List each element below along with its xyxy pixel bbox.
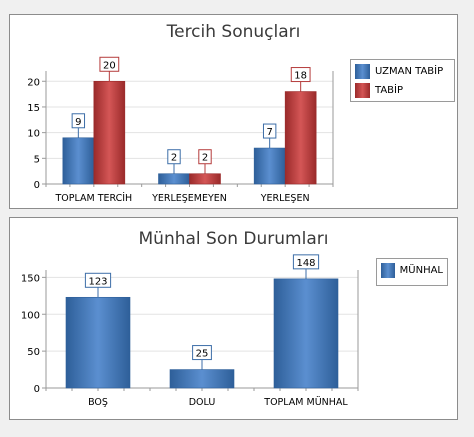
x-tick-label: DOLU	[189, 397, 216, 408]
bar-chart-munhal: 0 50 100 150 123 BOŞ 25 DOLU 148 TOPLAM MÜNHAL	[21, 254, 359, 408]
data-label-box	[290, 67, 311, 83]
bar	[253, 147, 286, 185]
y-tick-label: 10	[27, 129, 40, 140]
data-label: 18	[294, 71, 307, 82]
x-tick-label: TOPLAM MÜNHAL	[263, 397, 348, 408]
x-tick-label: YERLEŞEN	[260, 193, 310, 204]
chart-panel-tercih: Tercih Sonuçları 0 5 10 15 20 9 20 TOPLAM TERCİ…	[9, 14, 458, 209]
data-label: 25	[196, 349, 209, 360]
data-label-box	[71, 113, 86, 129]
legend-label: TABİP	[375, 85, 404, 96]
data-label-box	[99, 56, 120, 72]
legend: MÜNHAL	[376, 258, 448, 286]
bar	[189, 173, 221, 185]
data-label-box	[167, 149, 181, 165]
x-tick-label: TOPLAM TERCİH	[54, 193, 132, 204]
bar	[169, 369, 235, 389]
legend-label: UZMAN TABİP	[375, 66, 444, 77]
data-label-box	[262, 123, 277, 139]
legend-swatch-icon	[355, 83, 370, 98]
chart-panel-munhal: Münhal Son Durumları 0 50 100 150 123 BOŞ 25 DO…	[9, 217, 458, 420]
data-label: 9	[75, 117, 81, 128]
legend-swatch-icon	[355, 64, 370, 79]
bar	[62, 137, 95, 185]
x-tick-label: BOŞ	[88, 397, 108, 408]
data-label: 20	[103, 60, 116, 71]
bar	[284, 91, 317, 185]
y-tick-label: 0	[34, 384, 40, 395]
y-tick-label: 15	[27, 103, 40, 114]
y-tick-label: 150	[21, 273, 40, 284]
data-label-box	[84, 272, 112, 288]
data-label: 148	[296, 258, 315, 269]
bar	[65, 296, 131, 389]
legend-item: TABİP	[355, 81, 450, 100]
data-label-box	[292, 254, 320, 270]
chart-title: Tercih Sonuçları	[166, 22, 301, 42]
data-label-box	[198, 149, 212, 165]
x-tick-label: YERLEŞEMEYEN	[151, 193, 227, 204]
legend-item: UZMAN TABİP	[355, 62, 450, 81]
legend-swatch-icon	[381, 263, 395, 278]
chart-title: Münhal Son Durumları	[138, 229, 329, 249]
data-label: 2	[202, 153, 208, 164]
data-label: 7	[266, 127, 272, 138]
data-label: 2	[171, 153, 177, 164]
y-tick-label: 0	[34, 180, 40, 191]
data-label: 123	[88, 276, 107, 287]
legend: UZMAN TABİP TABİP	[350, 59, 455, 102]
y-tick-label: 50	[27, 347, 40, 358]
data-label-box	[192, 345, 212, 361]
y-tick-label: 100	[21, 310, 40, 321]
bar-chart-tercih: 0 5 10 15 20 9 20 TOPLAM TERCİH 2 2 YERLEŞEMEYEN 7 1…	[27, 56, 334, 204]
y-tick-label: 5	[34, 154, 40, 165]
y-tick-label: 20	[27, 77, 40, 88]
bar	[273, 278, 339, 389]
legend-item: MÜNHAL	[381, 261, 443, 280]
bar	[158, 173, 190, 185]
legend-label: MÜNHAL	[399, 265, 443, 276]
bar	[93, 80, 126, 185]
